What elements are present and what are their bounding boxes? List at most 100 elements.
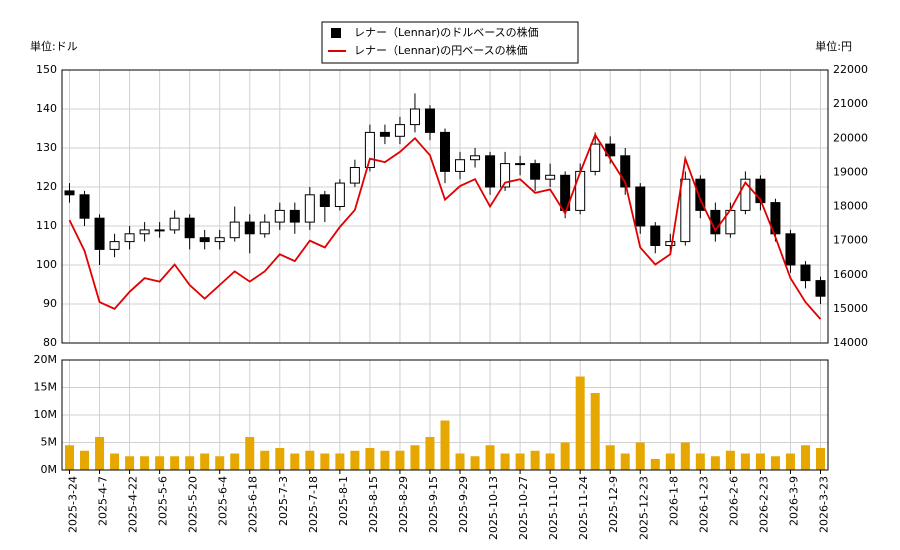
volume-bar xyxy=(530,450,540,470)
legend-label: レナー（Lennar)の円ベースの株価 xyxy=(354,43,528,57)
candle-body xyxy=(455,159,466,172)
volume-bar xyxy=(65,445,75,470)
volume-bar xyxy=(515,453,525,470)
candle-body xyxy=(755,178,766,204)
candle-body xyxy=(575,170,586,211)
volume-bar xyxy=(155,456,165,470)
volume-bar xyxy=(260,450,270,470)
volume-bar xyxy=(785,453,795,470)
volume-bar xyxy=(275,448,285,470)
x-tick-label: 2025-8-1 xyxy=(337,476,350,526)
plots: 80 90 100 110 120 130 140 150 14000 15000 16000 170… xyxy=(34,63,869,540)
x-tick-label: 2026-3-9 xyxy=(787,476,800,526)
volume-bar xyxy=(680,442,690,470)
candle-body xyxy=(485,155,496,188)
y-tick-label: 120 xyxy=(36,180,57,193)
volume-bar xyxy=(350,450,360,470)
volume-bar xyxy=(185,456,195,470)
volume-bar xyxy=(80,450,90,470)
candle-body xyxy=(109,241,120,250)
y2-tick-label: 17000 xyxy=(833,234,868,247)
volume-bar xyxy=(305,450,315,470)
y-tick-label: 80 xyxy=(43,336,57,349)
candle-body xyxy=(274,209,285,223)
x-tick-label: 2025-12-23 xyxy=(637,476,650,540)
candle-body xyxy=(289,209,300,223)
candle-body xyxy=(439,131,451,172)
volume-bar xyxy=(455,453,465,470)
x-tick-label: 2025-10-27 xyxy=(517,476,530,540)
x-tick-label: 2025-8-15 xyxy=(367,476,380,533)
x-tick-label: 2025-5-20 xyxy=(187,476,200,533)
y-tick-label: 90 xyxy=(43,297,57,310)
x-tick-label: 2026-2-6 xyxy=(727,476,740,526)
candle-body xyxy=(590,143,601,172)
candle-body xyxy=(770,202,781,235)
volume-bar xyxy=(770,456,780,470)
candle-body xyxy=(244,221,255,235)
volume-bar xyxy=(665,453,675,470)
candle-body xyxy=(364,131,375,168)
y2-tick-label: 16000 xyxy=(833,268,868,281)
candle-body xyxy=(815,280,826,297)
volume-bar xyxy=(320,453,330,470)
volume-bar xyxy=(725,450,735,470)
y-tick-label: 130 xyxy=(36,141,57,154)
candle-body xyxy=(424,108,435,133)
volume-bar xyxy=(425,437,435,470)
volume-bar xyxy=(380,450,390,470)
volume-bar xyxy=(815,448,825,470)
y2-tick-label: 15000 xyxy=(833,302,868,315)
legend-label: レナー（Lennar)のドルベースの株価 xyxy=(354,25,539,39)
volume-bar xyxy=(215,456,225,470)
volume-bar xyxy=(800,445,810,470)
candle-body xyxy=(259,221,270,235)
volume-bar xyxy=(740,453,750,470)
candle-body xyxy=(409,108,420,126)
candle-body xyxy=(199,237,210,243)
candle-body xyxy=(139,229,150,235)
volume-bar xyxy=(560,442,570,470)
legend-swatch xyxy=(331,28,341,38)
x-tick-label: 2025-10-13 xyxy=(487,476,500,540)
candle-body xyxy=(800,264,811,282)
volume-bar xyxy=(635,442,645,470)
y2-tick-label: 14000 xyxy=(833,336,868,349)
x-tick-label: 2025-8-29 xyxy=(397,476,410,533)
candle-body xyxy=(695,178,706,211)
y2-tick-label: 19000 xyxy=(833,165,868,178)
y-tick-label: 110 xyxy=(36,219,57,232)
y-tick-label: 10M xyxy=(34,408,58,421)
y-tick-label: 5M xyxy=(41,436,58,449)
volume-bar xyxy=(200,453,210,470)
candle-body xyxy=(334,182,345,208)
volume-bar xyxy=(95,437,105,470)
candle-body xyxy=(500,163,511,188)
x-tick-label: 2025-12-9 xyxy=(607,476,620,533)
volume-bar xyxy=(245,437,255,470)
candle-body xyxy=(79,194,90,219)
candle-body xyxy=(379,131,390,137)
volume-bar xyxy=(140,456,150,470)
y-tick-label: 15M xyxy=(34,381,58,394)
candle-body xyxy=(665,241,676,247)
candle-body xyxy=(545,174,556,180)
volume-bar xyxy=(440,420,450,470)
volume-bar xyxy=(290,453,300,470)
y-tick-label: 100 xyxy=(36,258,57,271)
x-tick-label: 2025-7-3 xyxy=(277,476,290,526)
candle-body xyxy=(229,221,240,239)
candle-body xyxy=(124,233,135,243)
x-tick-label: 2025-11-10 xyxy=(547,476,560,540)
volume-bar xyxy=(590,393,600,470)
y2-tick-label: 20000 xyxy=(833,131,868,144)
volume-bar xyxy=(710,456,720,470)
volume-bar xyxy=(110,453,120,470)
y-tick-label: 140 xyxy=(36,102,57,115)
candle-body xyxy=(785,233,796,266)
candle-body xyxy=(680,178,691,243)
x-tick-label: 2025-11-24 xyxy=(577,476,590,540)
volume-bar xyxy=(695,453,705,470)
volume-bar xyxy=(470,456,480,470)
volume-bar xyxy=(335,453,345,470)
